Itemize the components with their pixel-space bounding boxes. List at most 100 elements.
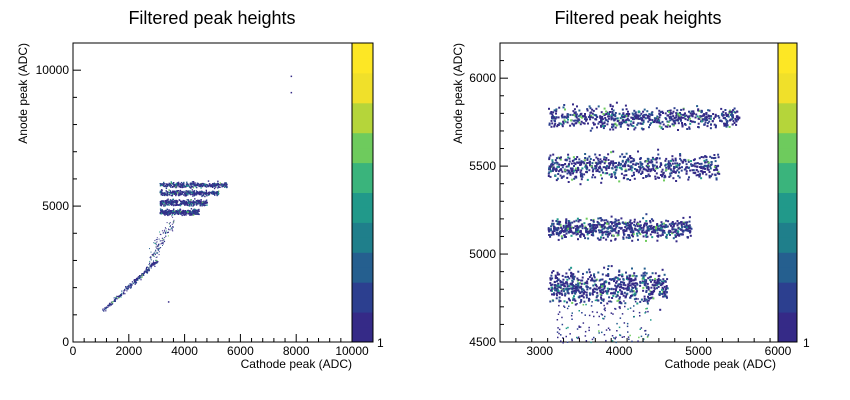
data-point: [572, 114, 575, 116]
data-point: [208, 191, 210, 194]
data-point: [583, 235, 586, 237]
left-heatmap-panel: Filtered peak heights 0 2000 4000 6000 8000 1…: [16, 8, 384, 371]
data-point: [640, 162, 643, 165]
data-point: [560, 169, 563, 172]
data-point: [714, 164, 717, 167]
data-point: [618, 222, 621, 225]
data-point: [202, 202, 204, 205]
data-point: [609, 103, 612, 106]
data-point: [671, 118, 674, 121]
data-point: [654, 177, 657, 180]
data-point: [593, 273, 596, 276]
data-point: [600, 111, 603, 114]
data-point: [604, 233, 607, 236]
data-point: [196, 203, 199, 205]
data-point: [549, 175, 552, 178]
data-point: [553, 292, 555, 295]
data-point: [178, 186, 180, 188]
data-point: [588, 314, 591, 317]
data-point: [703, 171, 706, 173]
data-point: [591, 166, 594, 169]
data-point: [720, 113, 723, 116]
data-point: [608, 278, 611, 281]
data-point: [662, 225, 665, 228]
data-point: [165, 232, 167, 233]
data-point: [686, 166, 688, 169]
data-point: [559, 300, 562, 303]
data-point: [619, 317, 622, 319]
data-point: [592, 173, 595, 176]
data-point: [219, 186, 221, 188]
data-point: [579, 235, 582, 238]
data-point: [582, 115, 584, 118]
data-point: [626, 325, 629, 328]
data-point: [663, 179, 665, 182]
data-point: [565, 218, 568, 221]
data-point: [161, 242, 163, 244]
data-point: [645, 169, 648, 172]
data-point: [731, 123, 734, 126]
data-point: [561, 228, 564, 231]
data-point: [578, 325, 580, 327]
data-point: [225, 182, 227, 184]
data-point: [564, 288, 567, 291]
data-point: [636, 123, 639, 126]
data-point: [172, 193, 174, 195]
data-point: [673, 117, 676, 120]
data-point: [676, 162, 679, 165]
data-point: [191, 181, 194, 183]
data-point: [580, 299, 583, 301]
data-point: [611, 229, 614, 232]
data-point: [193, 212, 196, 214]
data-point: [197, 192, 199, 194]
data-point: [148, 264, 150, 265]
data-point: [635, 291, 638, 294]
data-point: [559, 230, 561, 233]
data-point: [662, 171, 665, 174]
data-point: [630, 120, 633, 123]
data-point: [556, 277, 559, 279]
data-point: [667, 120, 670, 123]
data-point: [165, 183, 167, 185]
data-point: [595, 296, 598, 299]
data-point: [566, 278, 569, 281]
data-point: [592, 225, 595, 228]
data-point: [202, 194, 205, 197]
data-point: [105, 310, 107, 312]
data-point: [166, 194, 168, 196]
data-point: [674, 229, 677, 232]
data-point: [563, 306, 566, 308]
data-point: [118, 296, 120, 298]
data-point: [149, 260, 151, 262]
data-point: [158, 238, 160, 240]
data-point: [174, 185, 177, 188]
data-point: [642, 276, 645, 279]
data-point: [606, 165, 608, 168]
data-point: [175, 212, 177, 214]
data-point: [571, 167, 574, 170]
data-point: [693, 162, 696, 165]
data-point: [169, 222, 171, 224]
data-point: [677, 227, 680, 230]
data-point: [707, 109, 710, 112]
data-point: [551, 289, 553, 292]
data-point: [133, 281, 135, 283]
data-point: [139, 275, 141, 277]
data-point: [173, 184, 175, 186]
colorbar-segment: [778, 252, 797, 268]
data-point: [619, 283, 622, 286]
data-point: [637, 171, 640, 174]
data-point: [579, 282, 581, 285]
data-point: [551, 219, 554, 222]
data-point: [567, 113, 570, 116]
data-point: [578, 161, 581, 164]
x-tick-label: 4000: [606, 344, 633, 358]
data-point: [689, 231, 691, 234]
data-point: [735, 119, 738, 121]
data-point: [607, 273, 610, 275]
data-point: [171, 227, 173, 229]
data-point: [644, 231, 646, 234]
data-point: [619, 166, 622, 169]
data-point: [202, 182, 204, 185]
data-point: [551, 117, 554, 120]
